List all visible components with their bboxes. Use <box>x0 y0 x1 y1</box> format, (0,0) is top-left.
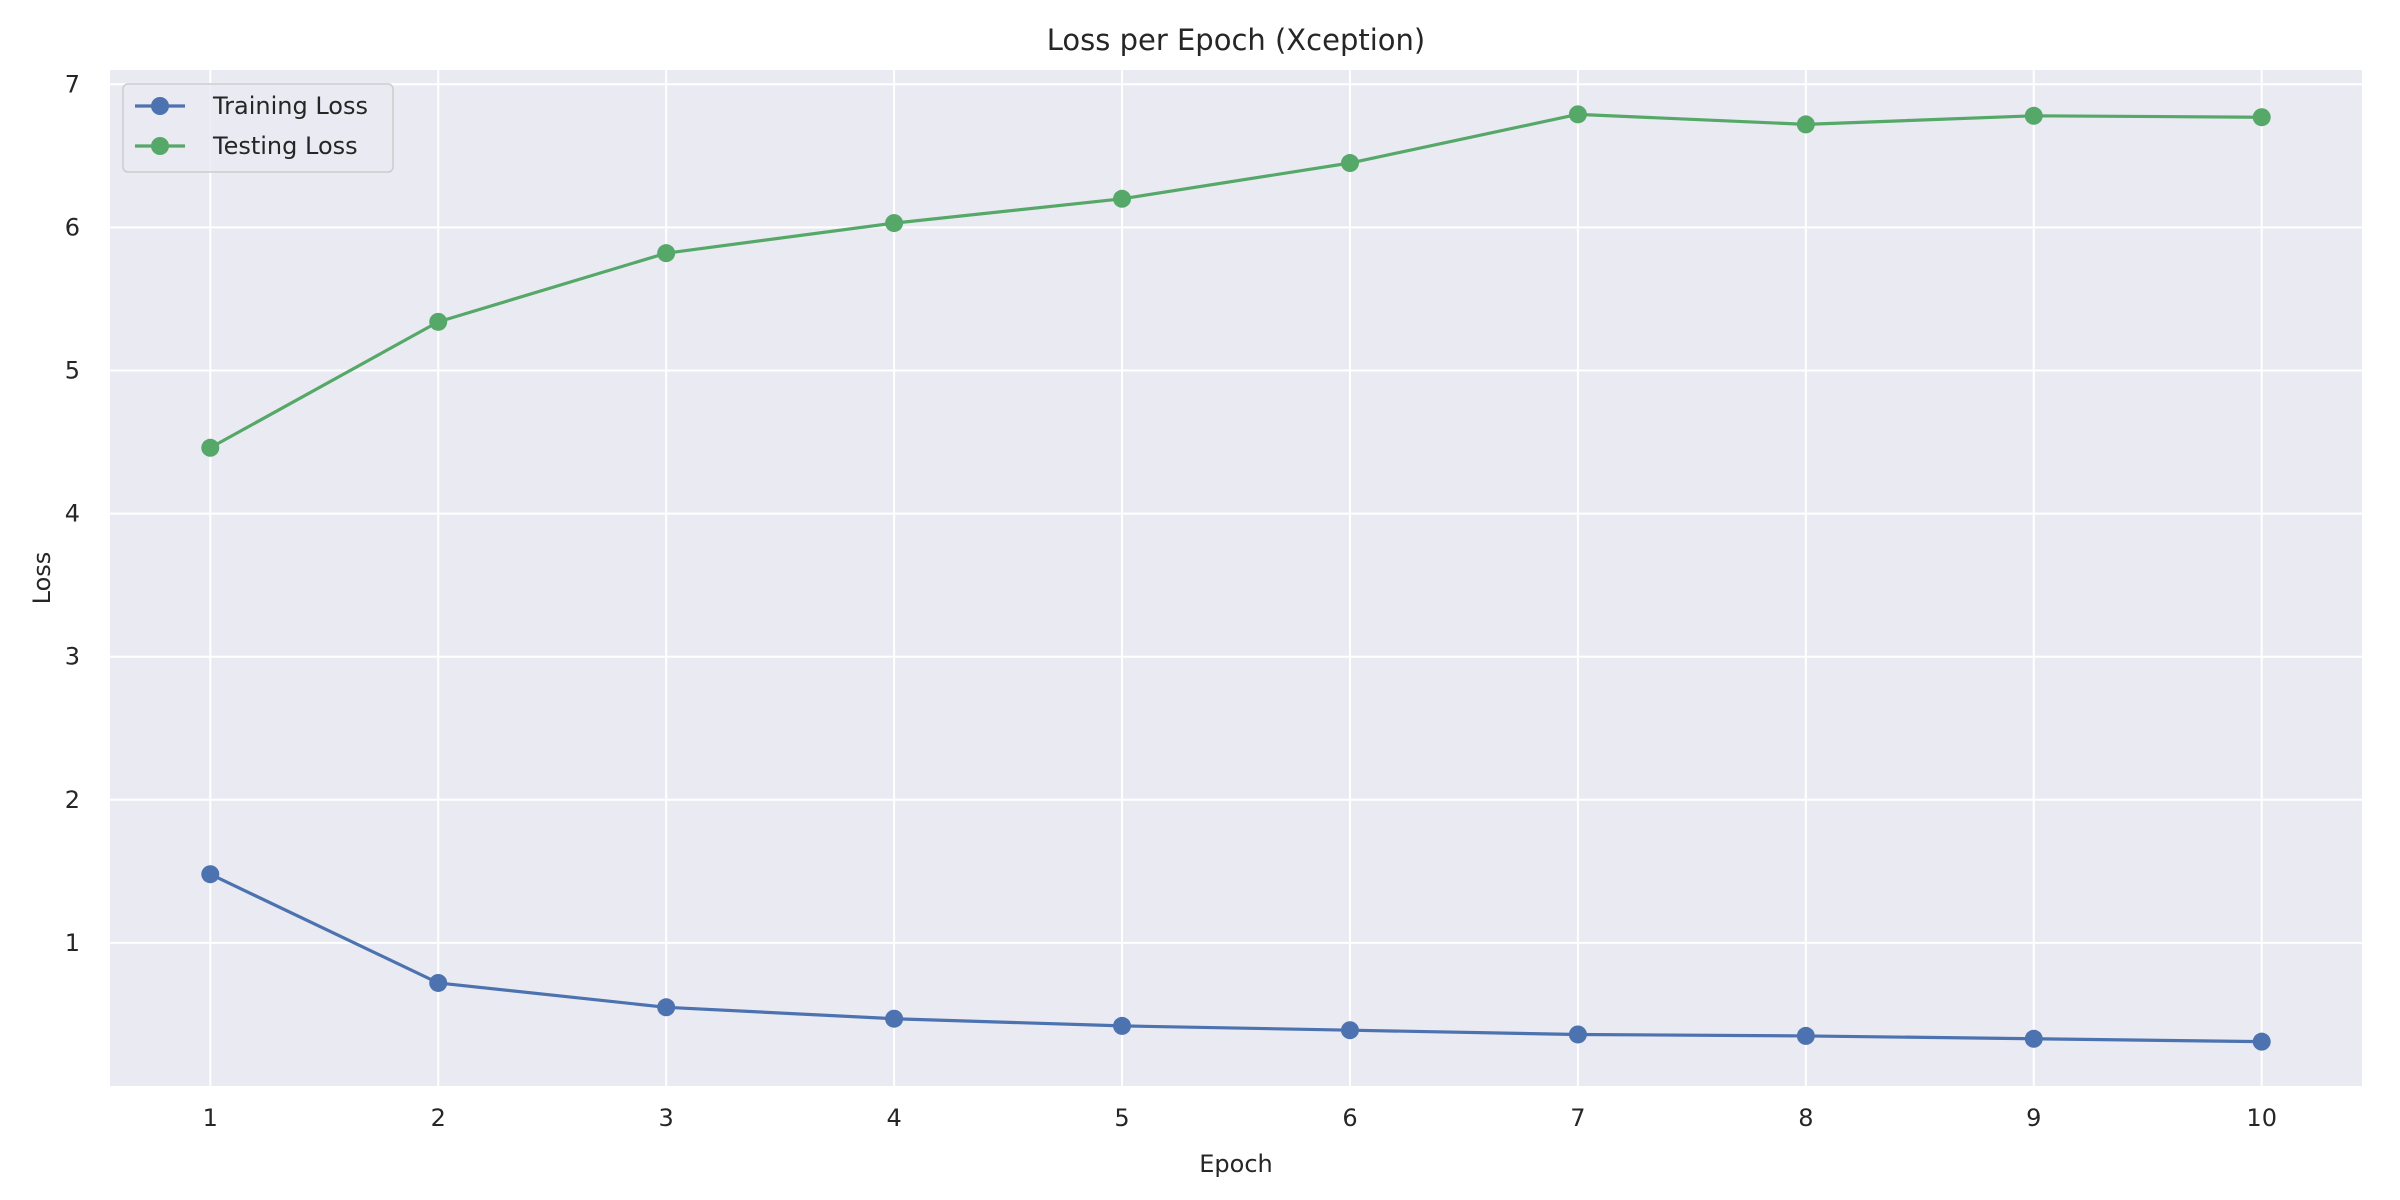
legend-box <box>122 83 394 173</box>
chart-title: Loss per Epoch (Xception) <box>1047 23 1425 57</box>
legend-item: Testing Loss <box>135 132 358 160</box>
legend-marker <box>151 137 169 155</box>
data-point <box>1113 189 1132 208</box>
series-line <box>208 872 2264 1044</box>
data-point <box>429 973 448 992</box>
data-point <box>2252 1032 2271 1051</box>
series-layer <box>201 105 2271 1051</box>
data-point <box>1568 1025 1587 1044</box>
y-tick-label: 2 <box>65 786 80 814</box>
x-tick-label: 2 <box>431 1104 446 1132</box>
y-tick-label: 1 <box>65 929 80 957</box>
data-point <box>657 244 676 263</box>
data-point <box>2024 1029 2043 1048</box>
x-axis-ticks: 1 2 3 4 5 6 7 8 9 10 <box>203 1104 2277 1132</box>
data-point <box>1796 1026 1815 1045</box>
data-point <box>1796 115 1815 134</box>
grid-lines <box>110 70 2362 1086</box>
legend-label: Testing Loss <box>212 132 358 160</box>
data-point <box>201 865 220 884</box>
y-tick-label: 3 <box>65 643 80 671</box>
x-tick-label: 8 <box>1798 1104 1813 1132</box>
data-point <box>201 438 220 457</box>
data-point <box>1113 1016 1132 1035</box>
plot-background <box>110 70 2362 1086</box>
y-tick-label: 6 <box>65 213 80 241</box>
data-point <box>1568 105 1587 124</box>
series-training-loss <box>201 865 2271 1051</box>
legend-item: Training Loss <box>135 92 368 120</box>
legend-label: Training Loss <box>212 92 368 120</box>
legend: Training Loss Testing Loss <box>122 83 394 173</box>
y-axis-ticks: 1 2 3 4 5 6 7 <box>65 70 80 957</box>
y-tick-label: 7 <box>65 70 80 98</box>
x-tick-label: 7 <box>1570 1104 1585 1132</box>
legend-marker <box>151 97 169 115</box>
data-point <box>2024 106 2043 125</box>
x-tick-label: 9 <box>2026 1104 2041 1132</box>
data-point <box>885 1009 904 1028</box>
x-tick-label: 5 <box>1114 1104 1129 1132</box>
x-axis-label: Epoch <box>1199 1150 1273 1178</box>
data-point <box>1340 1021 1359 1040</box>
x-tick-label: 1 <box>203 1104 218 1132</box>
x-tick-label: 10 <box>2246 1104 2277 1132</box>
x-tick-label: 4 <box>886 1104 901 1132</box>
y-tick-label: 4 <box>65 500 80 528</box>
series-line <box>208 112 2264 450</box>
y-tick-label: 5 <box>65 357 80 385</box>
data-point <box>1340 154 1359 173</box>
y-axis-label: Loss <box>28 552 56 605</box>
data-point <box>885 214 904 233</box>
data-point <box>2252 108 2271 127</box>
data-point <box>657 998 676 1017</box>
x-tick-label: 3 <box>659 1104 674 1132</box>
series-testing-loss <box>201 105 2271 457</box>
x-tick-label: 6 <box>1342 1104 1357 1132</box>
data-point <box>429 312 448 331</box>
